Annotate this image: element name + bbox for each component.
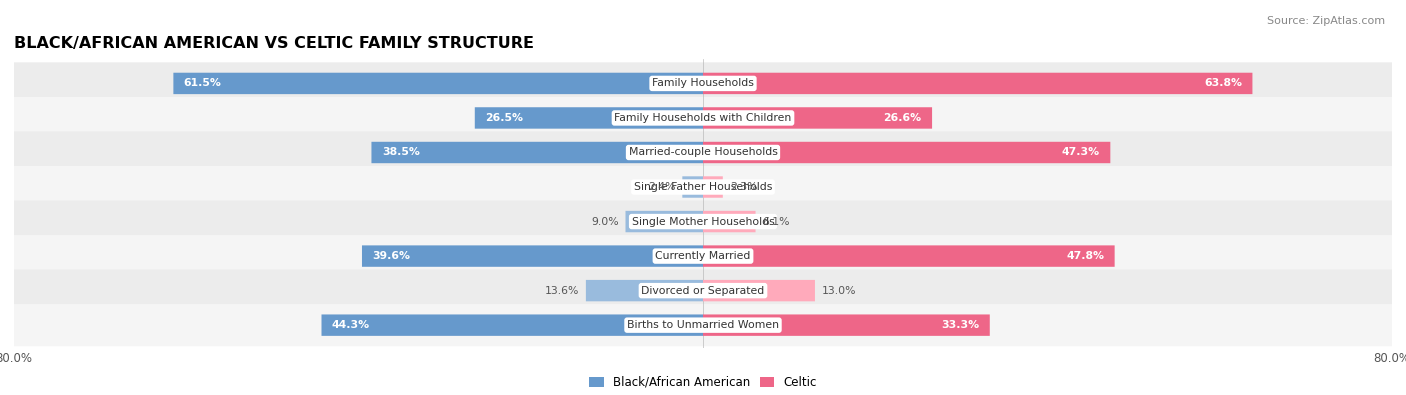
FancyBboxPatch shape xyxy=(4,132,1402,173)
FancyBboxPatch shape xyxy=(4,235,1402,277)
Text: 47.3%: 47.3% xyxy=(1062,147,1099,158)
Legend: Black/African American, Celtic: Black/African American, Celtic xyxy=(585,371,821,393)
Text: Births to Unmarried Women: Births to Unmarried Women xyxy=(627,320,779,330)
FancyBboxPatch shape xyxy=(703,176,723,198)
Text: Family Households: Family Households xyxy=(652,79,754,88)
FancyBboxPatch shape xyxy=(4,166,1402,208)
FancyBboxPatch shape xyxy=(586,280,703,301)
Text: 38.5%: 38.5% xyxy=(382,147,419,158)
FancyBboxPatch shape xyxy=(703,73,1253,94)
Text: Currently Married: Currently Married xyxy=(655,251,751,261)
Text: 33.3%: 33.3% xyxy=(941,320,980,330)
Text: 26.6%: 26.6% xyxy=(883,113,922,123)
FancyBboxPatch shape xyxy=(703,211,755,232)
FancyBboxPatch shape xyxy=(682,176,703,198)
FancyBboxPatch shape xyxy=(361,245,703,267)
Text: Divorced or Separated: Divorced or Separated xyxy=(641,286,765,295)
Text: 6.1%: 6.1% xyxy=(762,216,790,227)
Text: 26.5%: 26.5% xyxy=(485,113,523,123)
Text: Source: ZipAtlas.com: Source: ZipAtlas.com xyxy=(1267,16,1385,26)
FancyBboxPatch shape xyxy=(4,201,1402,243)
FancyBboxPatch shape xyxy=(703,107,932,129)
FancyBboxPatch shape xyxy=(173,73,703,94)
FancyBboxPatch shape xyxy=(322,314,703,336)
Text: 63.8%: 63.8% xyxy=(1204,79,1241,88)
FancyBboxPatch shape xyxy=(703,314,990,336)
Text: Single Father Households: Single Father Households xyxy=(634,182,772,192)
Text: Married-couple Households: Married-couple Households xyxy=(628,147,778,158)
FancyBboxPatch shape xyxy=(475,107,703,129)
FancyBboxPatch shape xyxy=(703,280,815,301)
Text: 9.0%: 9.0% xyxy=(591,216,619,227)
Text: 61.5%: 61.5% xyxy=(184,79,222,88)
FancyBboxPatch shape xyxy=(703,142,1111,163)
FancyBboxPatch shape xyxy=(626,211,703,232)
Text: 13.6%: 13.6% xyxy=(544,286,579,295)
Text: Family Households with Children: Family Households with Children xyxy=(614,113,792,123)
FancyBboxPatch shape xyxy=(4,304,1402,346)
Text: 2.3%: 2.3% xyxy=(730,182,758,192)
FancyBboxPatch shape xyxy=(4,62,1402,105)
Text: 39.6%: 39.6% xyxy=(373,251,411,261)
Text: 13.0%: 13.0% xyxy=(823,286,856,295)
FancyBboxPatch shape xyxy=(4,97,1402,139)
Text: BLACK/AFRICAN AMERICAN VS CELTIC FAMILY STRUCTURE: BLACK/AFRICAN AMERICAN VS CELTIC FAMILY … xyxy=(14,36,534,51)
Text: Single Mother Households: Single Mother Households xyxy=(631,216,775,227)
Text: 47.8%: 47.8% xyxy=(1066,251,1104,261)
FancyBboxPatch shape xyxy=(4,269,1402,312)
Text: 44.3%: 44.3% xyxy=(332,320,370,330)
FancyBboxPatch shape xyxy=(371,142,703,163)
FancyBboxPatch shape xyxy=(703,245,1115,267)
Text: 2.4%: 2.4% xyxy=(648,182,675,192)
